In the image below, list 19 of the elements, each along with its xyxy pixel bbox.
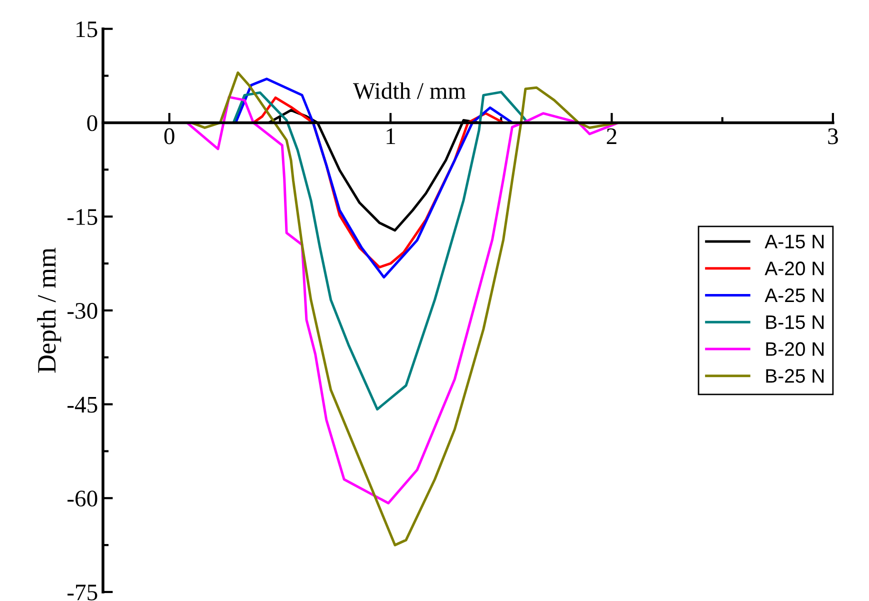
legend-label: B-25 N	[766, 369, 824, 383]
x-tick-label: 2	[606, 128, 616, 144]
y-tick-label: -45	[68, 396, 98, 413]
legend-label: A-20 N	[764, 262, 824, 276]
y-tick-label: 15	[76, 21, 98, 38]
x-axis-title: Width / mm	[353, 82, 466, 100]
legend-label: B-15 N	[766, 316, 824, 330]
legend-label: A-15 N	[764, 234, 824, 248]
legend-label: A-25 N	[764, 288, 824, 302]
x-tick-label: 1	[386, 128, 396, 144]
x-tick-label: 3	[828, 128, 838, 144]
legend-label: B-20 N	[766, 342, 824, 356]
y-axis-title: Depth / mm	[37, 248, 62, 373]
y-tick-label: -75	[68, 584, 98, 600]
x-tick-label: 0	[164, 128, 174, 144]
y-tick-label: -30	[68, 302, 98, 319]
y-tick-label: 0	[87, 115, 98, 132]
y-tick-label: -60	[68, 490, 98, 507]
y-tick-label: -15	[68, 209, 98, 225]
